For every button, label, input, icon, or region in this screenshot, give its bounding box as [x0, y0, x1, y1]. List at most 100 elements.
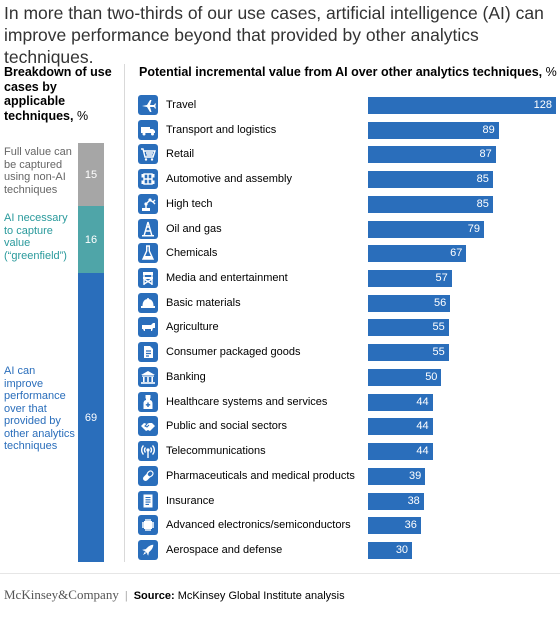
pill-icon: [138, 466, 158, 486]
bar: 89: [368, 122, 499, 139]
category-label: Public and social sectors: [166, 420, 288, 432]
document-icon: [138, 491, 158, 511]
bar: 57: [368, 270, 452, 287]
chart-row: Healthcare systems and services 44: [138, 392, 558, 412]
bar: 39: [368, 468, 426, 485]
category-label: Oil and gas: [166, 223, 222, 235]
bar: 44: [368, 394, 433, 411]
stack-segment-label: AI can improve performance over that pro…: [4, 365, 75, 452]
stack-segment-value: 16: [84, 233, 98, 246]
bar-value-label: 56: [434, 297, 447, 309]
bar-value-label: 55: [432, 346, 445, 358]
bar-value-label: 89: [482, 124, 495, 136]
bar: 36: [368, 517, 421, 534]
stack-segment: 15: [78, 143, 104, 206]
chart-row: Telecommunications 44: [138, 441, 558, 461]
chart-row: Media and entertainment 57: [138, 268, 558, 288]
bar-value-label: 57: [435, 272, 448, 284]
bar-value-label: 50: [425, 371, 438, 383]
bar-value-label: 36: [404, 519, 417, 531]
chart-row: Oil and gas 79: [138, 219, 558, 239]
category-label: Aerospace and defense: [166, 544, 283, 556]
bar-value-label: 85: [476, 198, 489, 210]
bar: 85: [368, 171, 493, 188]
category-label: Pharmaceuticals and medical products: [166, 470, 355, 482]
cow-icon: [138, 317, 158, 337]
source-text: McKinsey Global Institute analysis: [177, 590, 345, 602]
handshake-icon: [138, 416, 158, 436]
rocket-icon: [138, 540, 158, 560]
category-label: Advanced electronics/semiconductors: [166, 519, 351, 531]
chart-row: Travel 128: [138, 95, 558, 115]
chart-title: In more than two-thirds of our use cases…: [4, 3, 544, 67]
bar-value-label: 85: [476, 173, 489, 185]
category-label: Insurance: [166, 495, 215, 507]
category-label: Automotive and assembly: [166, 173, 292, 185]
footer: McKinsey&Company | Source: McKinsey Global…: [4, 587, 345, 603]
bank-icon: [138, 367, 158, 387]
category-label: Banking: [166, 371, 206, 383]
stack-segment-value: 69: [84, 411, 98, 424]
chart-row: Chemicals 67: [138, 243, 558, 263]
bar-chart-heading-text: Potential incremental value from AI over…: [139, 65, 543, 79]
bar-value-label: 44: [416, 445, 429, 457]
stack-segment: 16: [78, 206, 104, 273]
bar-value-label: 87: [479, 148, 492, 160]
panel-divider: [124, 64, 125, 562]
chart-row: Aerospace and defense 30: [138, 540, 558, 560]
package-icon: [138, 342, 158, 362]
category-label: High tech: [166, 198, 213, 210]
footer-separator: |: [124, 590, 128, 602]
shopping-cart-icon: [138, 144, 158, 164]
robot-arm-icon: [138, 194, 158, 214]
bar: 44: [368, 443, 433, 460]
chart-row: Transport and logistics 89: [138, 120, 558, 140]
brand-logo: McKinsey&Company: [4, 587, 119, 602]
category-label: Basic materials: [166, 297, 241, 309]
bar: 56: [368, 295, 451, 312]
bar-value-label: 44: [416, 396, 429, 408]
bar-value-label: 30: [395, 544, 409, 556]
category-label: Retail: [166, 148, 195, 160]
chart-row: Insurance 38: [138, 491, 558, 511]
antenna-icon: [138, 441, 158, 461]
chart-row: Retail 87: [138, 144, 558, 164]
chart-row: Consumer packaged goods 55: [138, 342, 558, 362]
bar: 85: [368, 196, 493, 213]
chart-row: High tech 85: [138, 194, 558, 214]
bar-chart-heading: Potential incremental value from AI over…: [139, 65, 559, 80]
bar-value-label: 79: [467, 223, 481, 235]
left-panel-heading-text: Breakdown of use cases by applicable tec…: [4, 65, 112, 123]
bar-value-label: 38: [407, 495, 420, 507]
footer-divider: [0, 573, 560, 574]
bar: 55: [368, 319, 449, 336]
medical-icon: [138, 392, 158, 412]
category-label: Agriculture: [166, 321, 219, 333]
bar: 38: [368, 493, 424, 510]
category-label: Transport and logistics: [166, 124, 277, 136]
category-label: Consumer packaged goods: [166, 346, 301, 358]
left-panel-heading: Breakdown of use cases by applicable tec…: [4, 65, 114, 123]
bar: 67: [368, 245, 467, 262]
airplane-icon: [138, 95, 158, 115]
bar: 44: [368, 418, 433, 435]
stack-segment-value: 15: [84, 168, 98, 181]
chart-row: Banking 50: [138, 367, 558, 387]
chip-icon: [138, 515, 158, 535]
bar: 55: [368, 344, 449, 361]
category-label: Media and entertainment: [166, 272, 288, 284]
source-label: Source:: [133, 590, 175, 602]
truck-icon: [138, 120, 158, 140]
bar-value-label: 39: [409, 470, 422, 482]
directors-chair-icon: [138, 268, 158, 288]
oil-rig-icon: [138, 219, 158, 239]
stack-segment-label: AI necessary to capture value (“greenfie…: [4, 212, 68, 262]
bar: 50: [368, 369, 442, 386]
bar-value-label: 128: [533, 99, 552, 111]
chart-row: Pharmaceuticals and medical products 39: [138, 466, 558, 486]
car-chassis-icon: [138, 169, 158, 189]
bar-value-label: 55: [432, 321, 445, 333]
bar: 79: [368, 221, 485, 238]
chart-row: Basic materials 56: [138, 293, 558, 313]
category-label: Chemicals: [166, 247, 218, 259]
